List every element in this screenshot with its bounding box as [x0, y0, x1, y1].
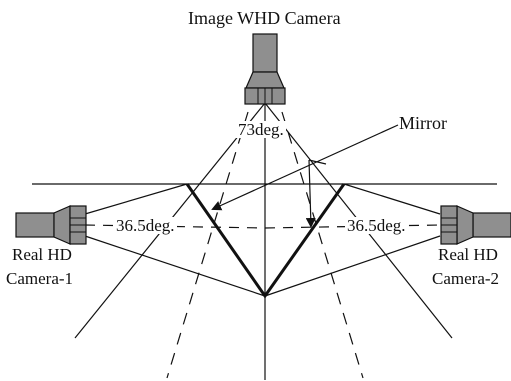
- camera-icon: [15, 205, 87, 245]
- left-camera-label-line1: Real HD: [12, 245, 72, 264]
- right-center-dashed-line: [264, 224, 441, 229]
- camera-icon: [244, 33, 286, 105]
- left-camera-label-line2: Camera-1: [6, 269, 74, 288]
- dashed-ray-right: [281, 111, 364, 379]
- right-fov-lower-line: [264, 235, 441, 297]
- mirror-arrow-connector: [308, 159, 327, 165]
- left-fov-upper-line: [84, 183, 188, 215]
- camera-icon: [440, 205, 511, 245]
- lower-diagonal-left: [75, 184, 187, 338]
- right-angle-label: 36.5deg.: [345, 216, 408, 235]
- mirror-v-shape: [185, 183, 346, 299]
- mirror-label: Mirror: [399, 113, 447, 133]
- top-camera-label: Image WHD Camera: [188, 8, 341, 28]
- right-camera-label-line2: Camera-2: [432, 269, 500, 288]
- right-fov-upper-line: [343, 183, 441, 215]
- top-angle-label: 73deg.: [236, 120, 286, 139]
- mirror-arrow-right: [305, 159, 316, 228]
- dashed-ray-left: [166, 111, 249, 379]
- left-fov-lower-line: [84, 235, 266, 297]
- mirror-arrow-left: [211, 124, 399, 211]
- left-angle-label: 36.5deg.: [114, 216, 177, 235]
- right-camera-label-line1: Real HD: [438, 245, 498, 264]
